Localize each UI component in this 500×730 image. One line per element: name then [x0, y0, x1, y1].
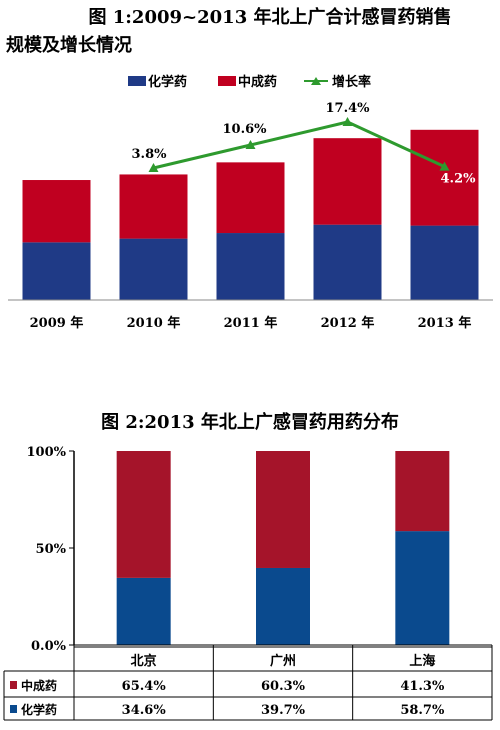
growth-label: 17.4%	[326, 101, 371, 116]
chart1-title: 图 1:2009~2013 年北上广合计感冒药销售 规模及增长情况	[0, 4, 500, 60]
y-tick-label: 0.0%	[31, 639, 67, 654]
x-tick-label: 2013 年	[418, 315, 472, 331]
growth-label: 10.6%	[223, 122, 268, 137]
bar-chemical	[116, 577, 171, 645]
bar-tcm	[256, 451, 310, 568]
table-series-label-chemical: 化学药	[21, 702, 57, 717]
legend-label-chemical: 化学药	[148, 74, 187, 90]
chart1-title-line1: 图 1:2009~2013 年北上广合计感冒药销售	[88, 7, 452, 28]
table-value-tcm: 65.4%	[122, 679, 167, 694]
category-label: 北京	[131, 653, 157, 669]
chart2-title: 图 2:2013 年北上广感冒药用药分布	[101, 412, 399, 433]
bar-chemical	[119, 238, 188, 300]
legend-label-tcm: 中成药	[238, 74, 277, 90]
chart1-plot: 化学药 中成药 增长率 2009 年 2010 年 2011 年 2012 年 2013 年 3…	[8, 74, 493, 331]
bar-tcm	[22, 180, 91, 243]
bar-tcm	[216, 162, 285, 234]
legend-marker-growth	[311, 77, 321, 85]
bar-tcm	[116, 451, 171, 578]
legend-swatch-tcm	[218, 76, 236, 86]
bar-tcm	[395, 451, 450, 532]
table-value-chemical: 39.7%	[261, 703, 306, 718]
table-swatch-chemical	[10, 705, 17, 713]
table-value-tcm: 60.3%	[261, 679, 306, 694]
chart1-legend: 化学药 中成药 增长率	[128, 74, 371, 90]
legend-label-growth: 增长率	[332, 74, 371, 90]
table-series-label-tcm: 中成药	[21, 678, 57, 693]
growth-line	[153, 120, 446, 170]
bar-chemical	[256, 567, 310, 645]
x-tick-label: 2012 年	[321, 315, 375, 331]
growth-marker	[148, 163, 159, 172]
category-label: 广州	[270, 653, 296, 669]
growth-marker	[439, 161, 450, 171]
x-tick-label: 2011 年	[224, 315, 278, 331]
x-tick-label: 2009 年	[30, 315, 84, 331]
bar-chemical	[216, 233, 285, 300]
y-tick-label: 100%	[27, 445, 67, 460]
bar-chemical	[410, 225, 479, 300]
legend-swatch-chemical	[128, 76, 146, 86]
growth-label: 3.8%	[132, 147, 168, 162]
x-tick-label: 2010 年	[127, 315, 181, 331]
y-tick-label: 50%	[36, 542, 67, 557]
bar-tcm	[313, 138, 382, 225]
category-label: 上海	[409, 653, 435, 669]
bar-chemical	[313, 224, 382, 300]
table-value-tcm: 41.3%	[400, 679, 445, 694]
table-swatch-tcm	[10, 681, 17, 689]
growth-label: 4.2%	[441, 172, 477, 187]
bar-chemical	[395, 531, 450, 645]
growth-marker	[245, 140, 256, 149]
growth-marker	[342, 117, 353, 126]
table-value-chemical: 34.6%	[122, 703, 167, 718]
bar-chemical	[22, 242, 91, 300]
chart1-title-line2: 规模及增长情况	[6, 35, 132, 56]
table-value-chemical: 58.7%	[400, 703, 445, 718]
bar-tcm	[410, 129, 479, 226]
bar-tcm	[119, 174, 188, 239]
